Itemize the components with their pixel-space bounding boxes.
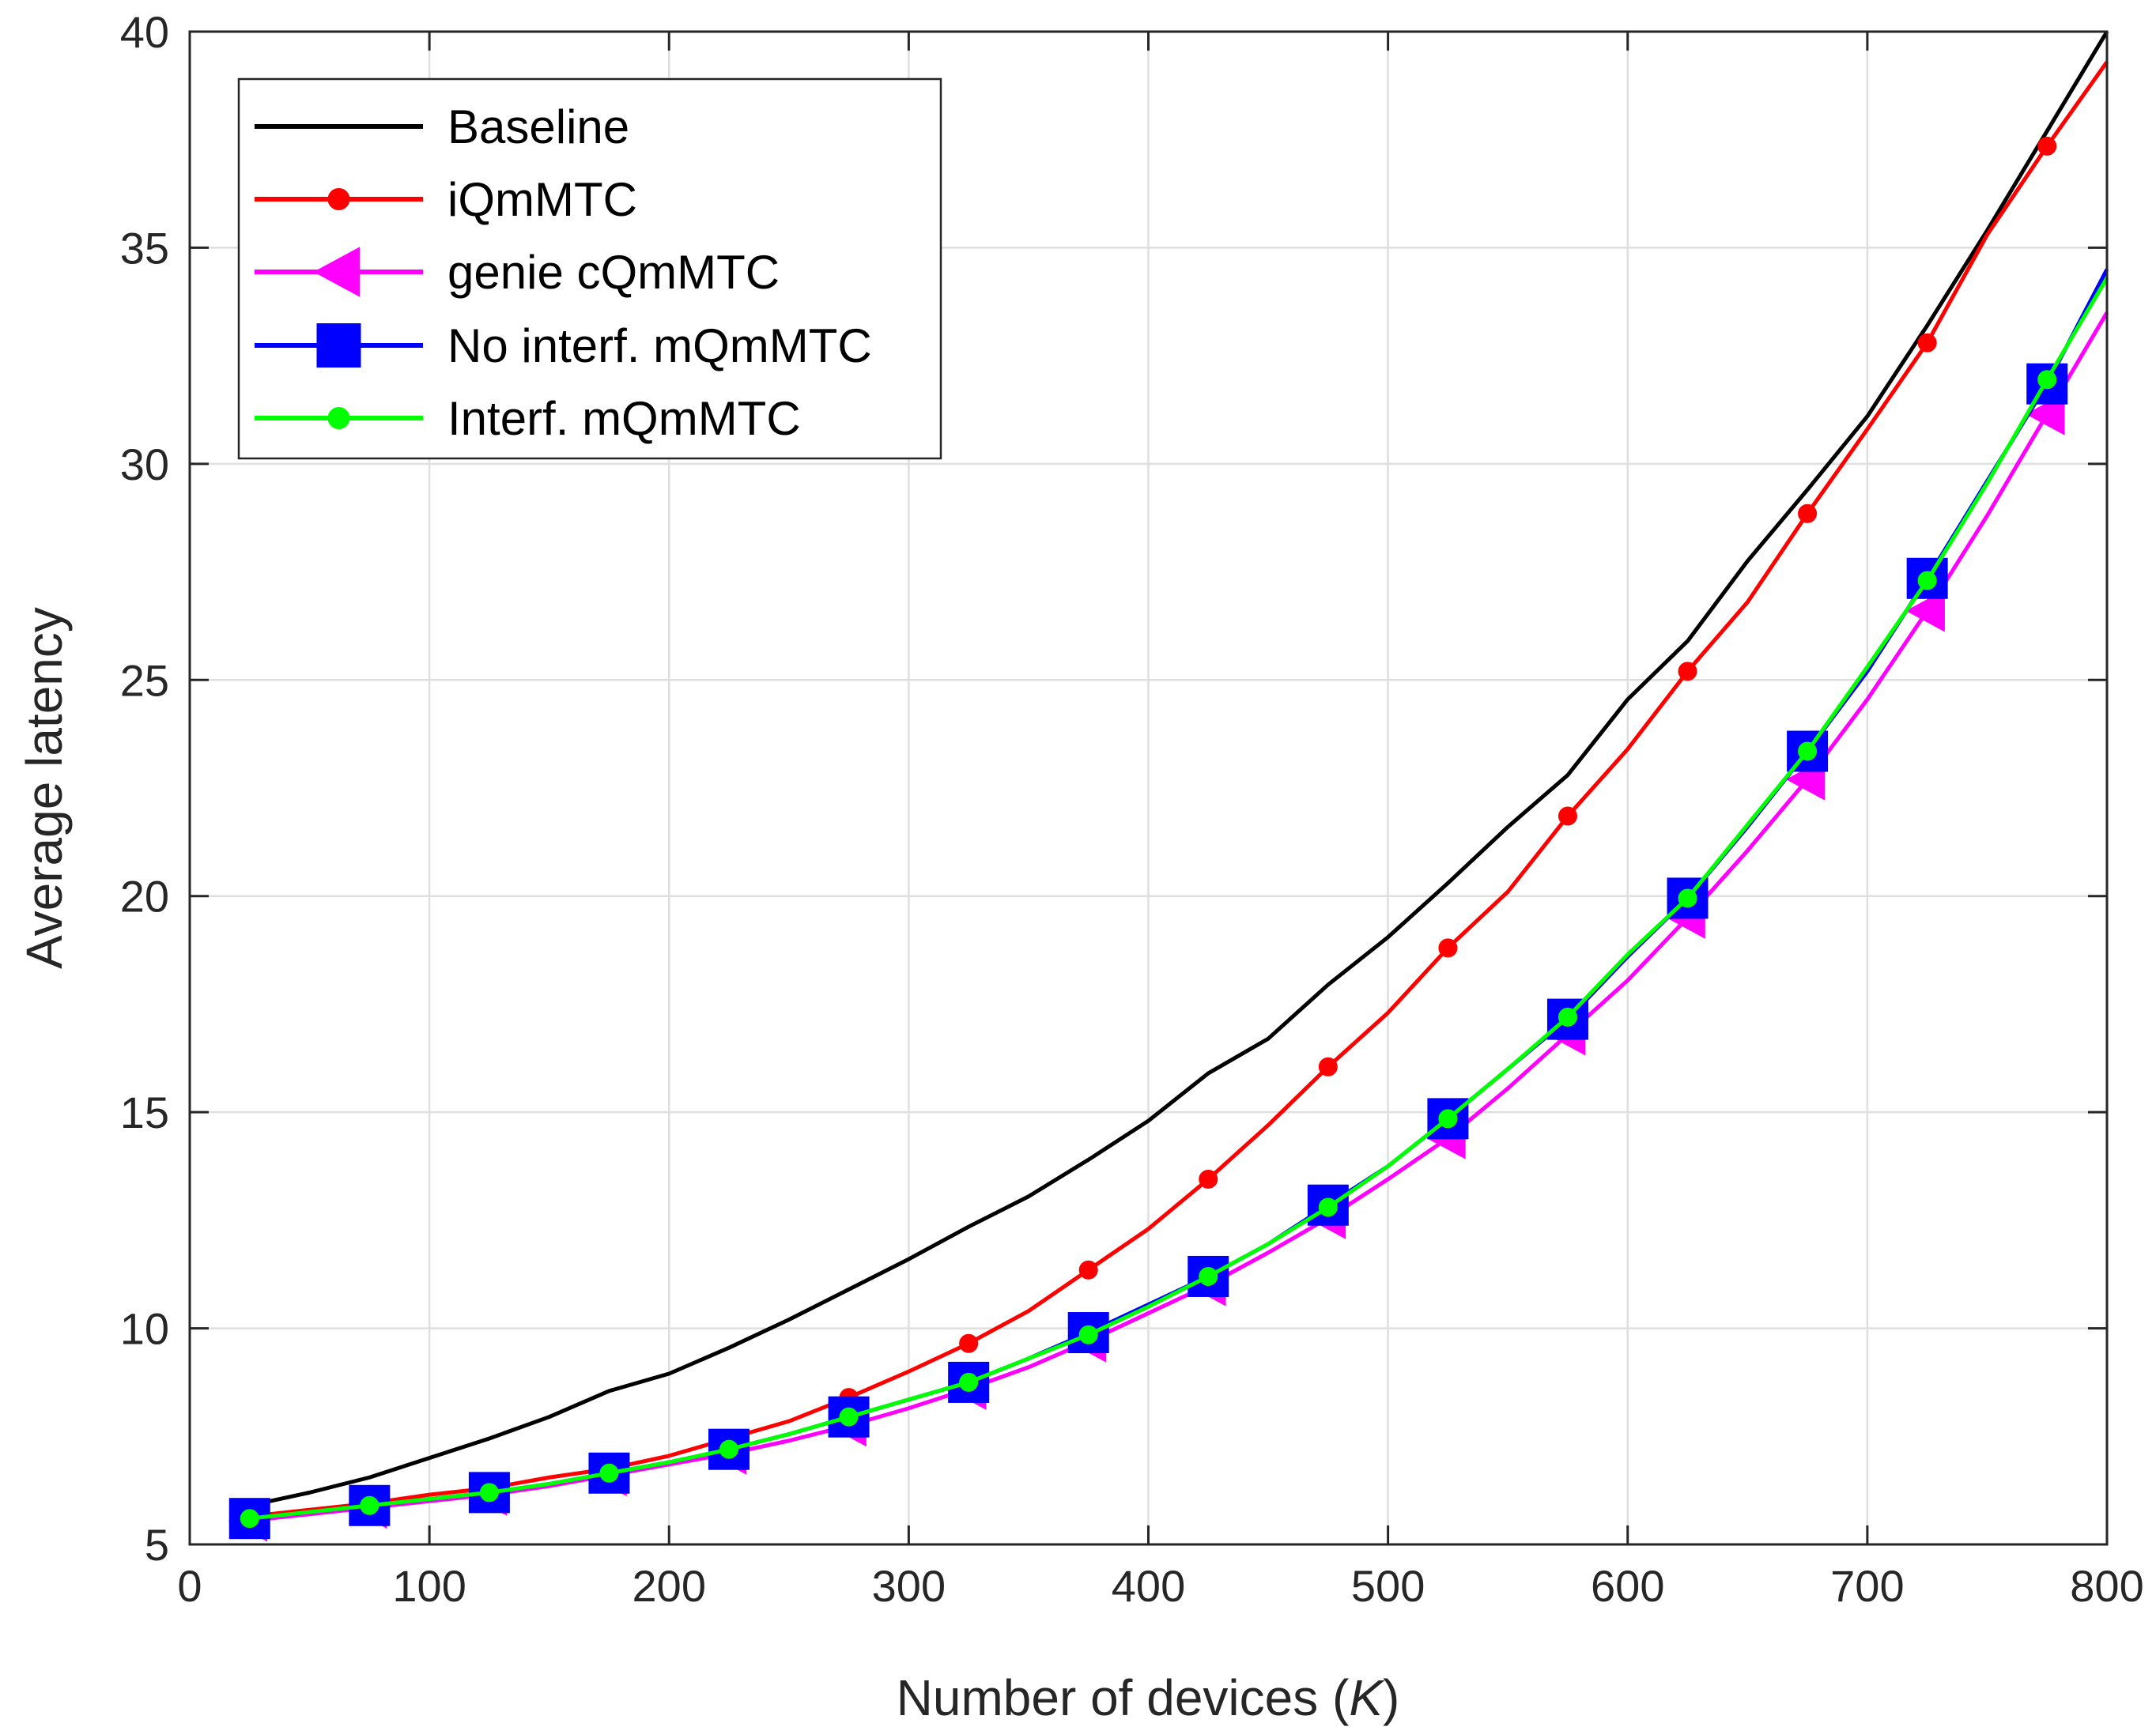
data-point	[1917, 571, 1937, 590]
data-point	[1917, 333, 1937, 353]
x-tick-label: 300	[872, 1561, 946, 1611]
series-line	[249, 277, 2109, 1521]
legend-entry: No interf. mQmMTC	[255, 319, 872, 372]
data-point	[719, 1439, 739, 1459]
legend-marker	[327, 407, 350, 429]
x-tick-label: 200	[632, 1561, 706, 1611]
data-point	[1078, 1260, 1098, 1280]
data-point	[1558, 1007, 1577, 1027]
x-tick-label: 700	[1830, 1561, 1904, 1611]
legend-label: No interf. mQmMTC	[447, 319, 872, 372]
data-point	[1558, 806, 1577, 826]
y-tick-label: 20	[120, 872, 169, 922]
series-interf-mqmmtc	[240, 277, 2109, 1529]
data-point	[1438, 1109, 1458, 1129]
data-point	[839, 1407, 859, 1427]
series-baseline	[249, 30, 2109, 1508]
data-point	[2037, 136, 2057, 156]
y-tick-label: 40	[120, 7, 169, 57]
series-line	[249, 311, 2109, 1523]
legend-entry: Baseline	[255, 100, 629, 153]
x-tick-label: 100	[392, 1561, 466, 1611]
data-point	[828, 1396, 870, 1438]
data-point	[1199, 1266, 1218, 1286]
data-point	[1067, 1312, 1109, 1354]
data-point	[1318, 1057, 1338, 1077]
y-tick-label: 5	[145, 1520, 169, 1570]
x-tick-label: 800	[2070, 1561, 2143, 1611]
y-tick-label: 10	[120, 1304, 169, 1354]
data-point	[240, 1509, 259, 1529]
data-point	[1078, 1325, 1098, 1344]
data-point	[1318, 1197, 1338, 1217]
axis-ticks: 0 100 200 300 400 500 600 700 800 5 10 15 20 25 30 35 40	[120, 7, 2144, 1611]
data-point	[959, 1372, 979, 1392]
legend-marker	[313, 247, 360, 297]
data-point	[599, 1463, 619, 1483]
data-point	[1905, 590, 1945, 632]
x-axis-label: Number of devices (K)	[897, 1669, 1400, 1726]
x-tick-label: 500	[1351, 1561, 1425, 1611]
data-point	[1199, 1169, 1218, 1189]
data-point	[1438, 938, 1458, 958]
y-tick-label: 30	[120, 439, 169, 489]
series-line	[249, 60, 2109, 1518]
data-point	[360, 1495, 379, 1515]
legend-marker	[327, 188, 350, 210]
data-point	[1678, 662, 1697, 681]
series-line	[249, 30, 2109, 1508]
y-tick-label: 25	[120, 655, 169, 705]
data-point	[959, 1333, 979, 1353]
legend-entry: Interf. mQmMTC	[255, 392, 801, 445]
data-point	[1678, 888, 1697, 908]
data-point	[479, 1483, 499, 1503]
legend-marker	[316, 323, 361, 368]
plot-series	[228, 30, 2109, 1542]
x-tick-label: 600	[1591, 1561, 1664, 1611]
data-point	[1798, 503, 1818, 523]
data-point	[1307, 1184, 1349, 1226]
legend-label: Baseline	[447, 100, 629, 153]
data-point	[2037, 370, 2057, 390]
legend-label: iQmMTC	[447, 173, 637, 226]
x-tick-label: 400	[1112, 1561, 1185, 1611]
data-point	[1906, 557, 1948, 599]
legend-label: Interf. mQmMTC	[447, 392, 801, 445]
data-point	[1798, 741, 1818, 761]
legend-label: genie cQmMTC	[447, 246, 780, 299]
legend-entry: iQmMTC	[255, 173, 637, 226]
y-tick-label: 35	[120, 223, 169, 273]
y-tick-label: 15	[120, 1088, 169, 1137]
legend-entry: genie cQmMTC	[255, 246, 780, 299]
x-tick-label: 0	[177, 1561, 202, 1611]
legend: Baseline iQmMTC genie cQmMTC No interf. mQm…	[237, 77, 942, 460]
y-axis-label: Average latency	[16, 607, 73, 969]
